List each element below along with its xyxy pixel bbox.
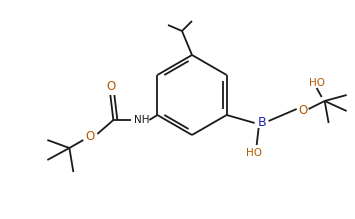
Text: HO: HO: [308, 78, 324, 88]
Text: O: O: [298, 104, 307, 117]
Text: NH: NH: [133, 115, 149, 125]
Text: O: O: [86, 131, 95, 143]
Text: B: B: [257, 117, 266, 129]
Text: O: O: [107, 79, 116, 92]
Text: HO: HO: [246, 148, 262, 158]
